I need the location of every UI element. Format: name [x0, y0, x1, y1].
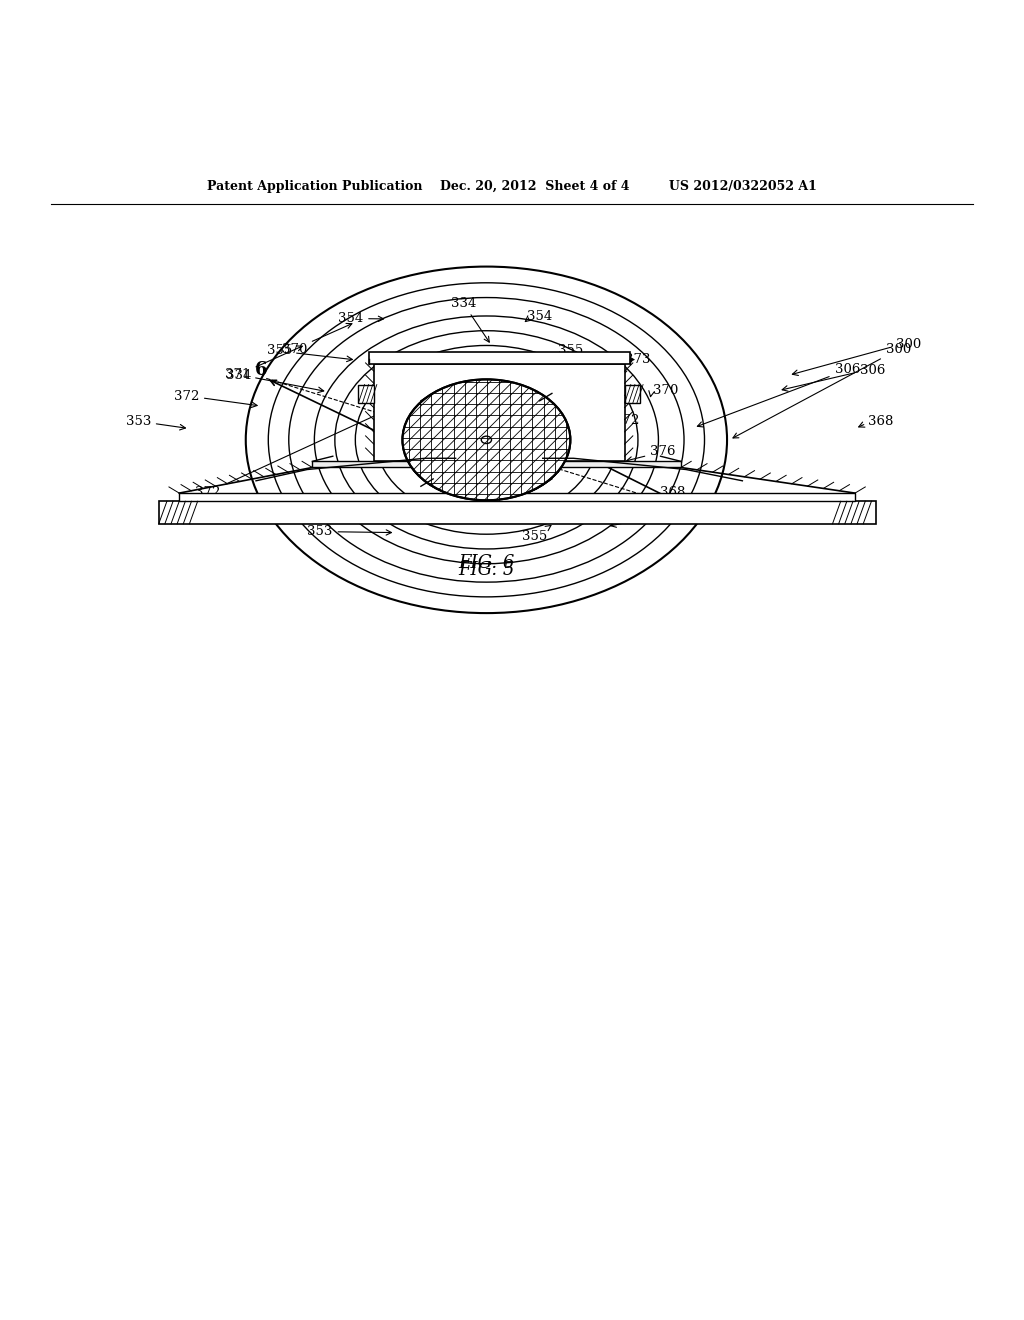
Text: 306: 306	[697, 363, 860, 426]
Text: 6: 6	[690, 510, 702, 528]
Text: 353: 353	[307, 525, 391, 539]
Text: 306: 306	[860, 364, 886, 376]
Text: 371: 371	[225, 346, 302, 381]
Text: 6: 6	[255, 362, 267, 379]
Text: 355: 355	[558, 345, 584, 358]
Text: 354: 354	[338, 312, 384, 325]
Bar	[374, 364, 625, 462]
Text: 368: 368	[868, 414, 894, 428]
Text: 372: 372	[174, 391, 200, 404]
Text: 300: 300	[733, 343, 911, 438]
Bar	[179, 494, 855, 502]
Text: 368: 368	[638, 486, 686, 523]
Text: 373: 373	[600, 352, 650, 399]
Bar	[159, 502, 876, 524]
Text: 370: 370	[282, 323, 352, 356]
Text: 378: 378	[610, 510, 671, 527]
Text: FIG. 5: FIG. 5	[458, 561, 515, 579]
Text: 370: 370	[653, 384, 679, 397]
Text: 372: 372	[195, 401, 406, 499]
Text: 355: 355	[522, 525, 551, 544]
Text: 334: 334	[451, 297, 489, 342]
Ellipse shape	[402, 379, 570, 500]
Text: 353: 353	[126, 414, 152, 428]
Text: 376: 376	[627, 445, 676, 462]
Text: 372: 372	[589, 414, 640, 453]
Bar	[369, 351, 630, 364]
Text: Patent Application Publication    Dec. 20, 2012  Sheet 4 of 4         US 2012/03: Patent Application Publication Dec. 20, …	[207, 181, 817, 194]
Text: 300: 300	[896, 338, 922, 351]
Bar	[358, 384, 374, 403]
Bar	[312, 462, 681, 467]
Text: 334: 334	[225, 368, 251, 381]
Text: 355: 355	[266, 345, 292, 358]
Text: 354: 354	[527, 310, 553, 323]
Bar	[625, 384, 640, 403]
Text: FIG. 6: FIG. 6	[458, 553, 515, 572]
